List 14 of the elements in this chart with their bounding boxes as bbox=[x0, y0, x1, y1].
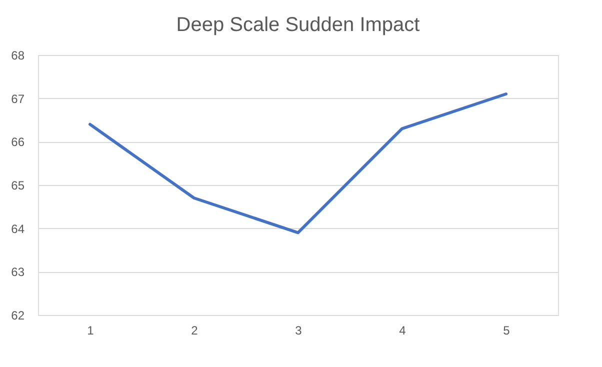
y-tick-label: 63 bbox=[11, 265, 25, 280]
x-tick-label: 5 bbox=[503, 324, 510, 338]
x-tick-label: 3 bbox=[295, 324, 302, 338]
x-tick-label: 4 bbox=[399, 324, 406, 338]
y-tick-label: 66 bbox=[11, 135, 25, 150]
y-tick-label: 65 bbox=[11, 178, 25, 192]
line-series bbox=[88, 92, 508, 234]
y-tick-label: 64 bbox=[11, 222, 25, 236]
y-tick-label: 62 bbox=[11, 308, 25, 322]
chart-title: Deep Scale Sudden Impact bbox=[176, 14, 420, 36]
y-tick-label: 67 bbox=[11, 92, 25, 106]
x-tick-label: 1 bbox=[87, 324, 94, 338]
x-tick-label: 2 bbox=[191, 324, 198, 338]
y-tick-label: 68 bbox=[11, 48, 25, 62]
